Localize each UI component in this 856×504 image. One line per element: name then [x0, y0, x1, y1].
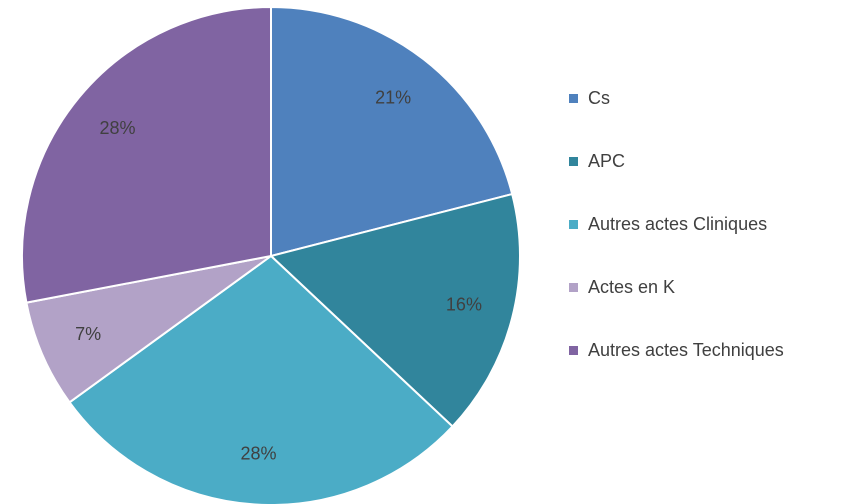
legend-swatch: [569, 157, 578, 166]
legend-swatch: [569, 220, 578, 229]
pie-slice: [21, 5, 272, 304]
data-label: 7%: [75, 324, 101, 344]
data-label: 28%: [99, 118, 135, 138]
legend-label: APC: [588, 151, 625, 171]
pie-slice: [68, 254, 454, 504]
legend-swatch: [569, 94, 578, 103]
data-label: 21%: [375, 87, 411, 107]
data-label: 16%: [446, 294, 482, 314]
legend-label: Actes en K: [588, 277, 675, 297]
pie-slice: [25, 255, 272, 404]
data-label: 28%: [240, 444, 276, 464]
legend-label: Autres actes Cliniques: [588, 214, 767, 234]
pie-slice: [268, 192, 521, 428]
legend-label: Autres actes Techniques: [588, 340, 784, 360]
pie-slice: [270, 5, 514, 258]
legend-swatch: [569, 283, 578, 292]
legend-swatch: [569, 346, 578, 355]
legend-label: Cs: [588, 88, 610, 108]
